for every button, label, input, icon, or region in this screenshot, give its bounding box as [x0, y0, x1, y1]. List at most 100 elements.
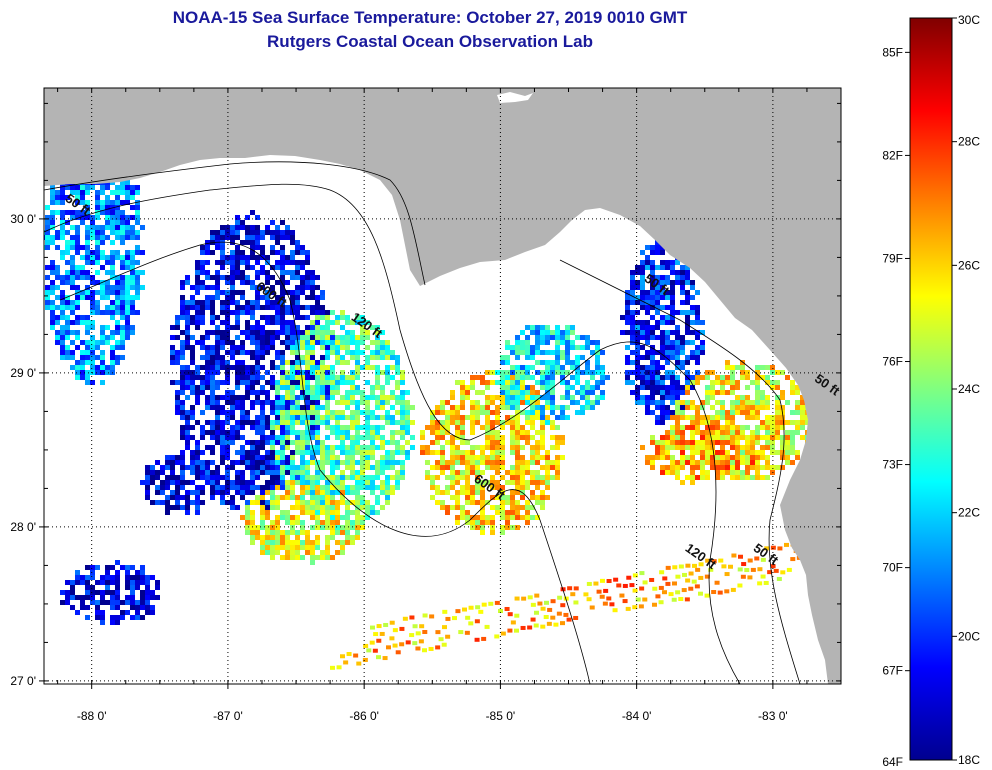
sst-pixel	[240, 460, 245, 465]
sst-pixel	[540, 455, 545, 460]
sst-pixel	[500, 460, 505, 465]
sst-pixel	[75, 305, 80, 310]
sst-pixel	[300, 245, 305, 250]
sst-pixel	[285, 375, 290, 380]
sst-pixel	[385, 415, 390, 420]
sst-pixel	[335, 315, 340, 320]
sst-pixel	[125, 180, 130, 185]
sst-pixel	[200, 300, 205, 305]
sst-pixel	[310, 405, 315, 410]
sst-pixel	[130, 300, 135, 305]
sst-pixel	[435, 410, 440, 415]
sst-pixel	[250, 245, 255, 250]
sst-pixel	[235, 505, 240, 510]
sst-pixel	[520, 385, 525, 390]
sst-pixel	[555, 455, 560, 460]
sst-pixel	[290, 375, 295, 380]
sst-pixel	[485, 370, 490, 375]
sst-pixel	[320, 440, 325, 445]
sst-pixel	[310, 540, 315, 545]
sst-pixel	[295, 500, 300, 505]
sst-pixel	[220, 380, 225, 385]
sst-pixel	[315, 405, 320, 410]
sst-pixel	[240, 310, 245, 315]
sst-pixel	[100, 255, 105, 260]
sst-pixel	[250, 445, 255, 450]
sst-pixel	[465, 495, 470, 500]
sst-pixel	[320, 295, 325, 300]
sst-pixel	[400, 465, 405, 470]
sst-pixel	[210, 330, 215, 335]
sst-pixel	[120, 215, 125, 220]
sst-pixel	[60, 310, 65, 315]
sst-pixel	[65, 230, 70, 235]
sst-pixel	[275, 355, 280, 360]
sst-pixel	[320, 450, 325, 455]
sst-pixel	[225, 335, 230, 340]
sst-pixel	[115, 225, 120, 230]
sst-pixel	[50, 235, 55, 240]
sst-pixel	[455, 480, 460, 485]
sst-pixel	[110, 350, 115, 355]
sst-pixel	[535, 450, 540, 455]
sst-pixel	[495, 510, 500, 515]
sst-pixel	[190, 410, 195, 415]
sst-pixel	[280, 305, 285, 310]
sst-pixel	[420, 445, 425, 450]
sst-pixel	[335, 360, 340, 365]
sst-pixel	[355, 335, 360, 340]
sst-pixel	[300, 460, 305, 465]
sst-pixel	[350, 500, 355, 505]
sst-pixel	[295, 330, 300, 335]
sst-pixel	[315, 395, 320, 400]
sst-pixel	[290, 290, 295, 295]
sst-pixel	[220, 495, 225, 500]
sst-pixel	[250, 425, 255, 430]
sst-pixel	[275, 420, 280, 425]
sst-pixel	[75, 235, 80, 240]
sst-pixel	[305, 335, 310, 340]
sst-pixel	[315, 490, 320, 495]
sst-pixel	[460, 440, 465, 445]
sst-pixel	[445, 400, 450, 405]
sst-pixel	[225, 225, 230, 230]
sst-pixel	[300, 275, 305, 280]
sst-pixel	[105, 195, 110, 200]
sst-pixel	[310, 320, 315, 325]
sst-pixel	[440, 420, 445, 425]
sst-pixel	[235, 235, 240, 240]
sst-pixel	[50, 325, 55, 330]
sst-pixel	[255, 355, 260, 360]
sst-pixel	[315, 370, 320, 375]
sst-pixel	[205, 360, 210, 365]
sst-pixel	[225, 480, 230, 485]
sst-pixel	[435, 490, 440, 495]
sst-pixel	[550, 425, 555, 430]
sst-pixel	[320, 475, 325, 480]
sst-pixel	[190, 300, 195, 305]
sst-pixel	[285, 260, 290, 265]
sst-pixel	[315, 340, 320, 345]
sst-pixel	[530, 460, 535, 465]
sst-pixel	[245, 320, 250, 325]
sst-pixel	[525, 520, 530, 525]
sst-pixel	[110, 230, 115, 235]
sst-pixel	[205, 330, 210, 335]
sst-pixel	[265, 255, 270, 260]
sst-pixel	[125, 280, 130, 285]
sst-pixel	[305, 410, 310, 415]
sst-pixel	[255, 450, 260, 455]
sst-pixel	[95, 370, 100, 375]
sst-pixel	[310, 400, 315, 405]
sst-pixel	[320, 455, 325, 460]
sst-pixel	[255, 330, 260, 335]
sst-pixel	[285, 540, 290, 545]
sst-pixel	[50, 210, 55, 215]
sst-pixel	[385, 375, 390, 380]
sst-pixel	[290, 465, 295, 470]
sst-pixel	[375, 475, 380, 480]
sst-pixel	[185, 280, 190, 285]
sst-pixel	[305, 485, 310, 490]
sst-pixel	[245, 460, 250, 465]
sst-pixel	[540, 435, 545, 440]
